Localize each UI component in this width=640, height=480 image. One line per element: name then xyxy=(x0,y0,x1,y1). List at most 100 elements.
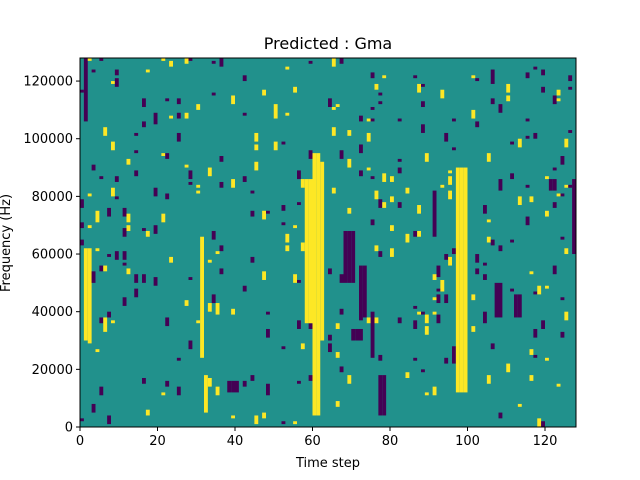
heatmap-cell xyxy=(281,205,286,211)
heatmap-cell xyxy=(463,167,468,393)
heatmap-cell xyxy=(436,294,441,304)
heatmap-cell xyxy=(126,268,131,275)
heatmap-cell xyxy=(114,176,119,182)
heatmap-cell xyxy=(107,254,111,257)
heatmap-cell xyxy=(207,259,212,263)
heatmap-cell xyxy=(452,248,456,255)
heatmap-cell xyxy=(153,277,158,286)
heatmap-cell xyxy=(107,207,111,217)
heatmap-cell xyxy=(80,418,84,422)
heatmap-cell xyxy=(432,297,437,301)
heatmap-cell xyxy=(266,383,270,396)
heatmap-cell xyxy=(219,245,224,252)
heatmap-cell xyxy=(537,285,542,295)
heatmap-cell xyxy=(421,369,425,373)
heatmap-cell xyxy=(475,268,480,275)
heatmap-cell xyxy=(382,202,387,208)
heatmap-cell xyxy=(308,60,313,64)
heatmap-cell xyxy=(370,311,375,358)
heatmap-cell xyxy=(541,69,545,76)
heatmap-cell xyxy=(285,112,290,116)
heatmap-cell xyxy=(196,190,201,194)
heatmap-cell xyxy=(300,179,305,188)
heatmap-cell xyxy=(293,225,297,229)
heatmap-cell xyxy=(556,89,561,96)
heatmap-cell xyxy=(331,127,336,136)
heatmap-cell xyxy=(184,300,189,306)
heatmap-cell xyxy=(351,230,356,283)
heatmap-cell xyxy=(95,349,100,353)
heatmap-plot-area xyxy=(80,58,576,427)
heatmap-cell xyxy=(235,380,239,393)
heatmap-cell xyxy=(134,288,139,298)
heatmap-cell xyxy=(95,210,100,223)
heatmap-cell xyxy=(525,72,530,79)
heatmap-cell xyxy=(533,132,538,139)
heatmap-cell xyxy=(374,245,379,252)
heatmap-cell xyxy=(231,380,235,393)
heatmap-cell xyxy=(440,89,445,99)
heatmap-cell xyxy=(176,112,181,119)
heatmap-cell xyxy=(207,167,212,177)
heatmap-cell xyxy=(413,230,418,237)
heatmap-cell xyxy=(262,412,266,419)
heatmap-cell xyxy=(510,288,514,292)
heatmap-cell xyxy=(281,141,286,145)
heatmap-cell xyxy=(440,279,445,292)
y-tick-label: 100000 xyxy=(23,132,73,147)
heatmap-cell xyxy=(293,86,297,93)
heatmap-cell xyxy=(204,375,208,413)
heatmap-cell xyxy=(432,386,437,396)
heatmap-cell xyxy=(91,271,96,283)
heatmap-cell xyxy=(122,228,127,237)
heatmap-cell xyxy=(529,349,534,355)
y-axis-label: Frequency (Hz) xyxy=(0,194,14,292)
heatmap-cell xyxy=(498,412,503,419)
heatmap-cell xyxy=(359,328,363,341)
heatmap-cell xyxy=(556,383,561,387)
heatmap-cell xyxy=(331,58,336,67)
heatmap-cell xyxy=(366,167,371,171)
heatmap-cell xyxy=(483,274,487,280)
heatmap-cell xyxy=(486,236,491,243)
heatmap-cell xyxy=(176,357,181,361)
heatmap-cell xyxy=(165,153,170,159)
heatmap-cell xyxy=(304,179,309,324)
heatmap-cell xyxy=(293,421,297,425)
heatmap-cell xyxy=(525,184,530,188)
heatmap-cell xyxy=(390,196,394,203)
heatmap-cell xyxy=(370,118,375,122)
heatmap-cell xyxy=(374,190,379,200)
heatmap-cell xyxy=(556,193,561,197)
heatmap-cell xyxy=(421,311,425,315)
heatmap-cell xyxy=(378,92,383,96)
heatmap-cell xyxy=(99,176,104,180)
heatmap-cell xyxy=(273,141,278,151)
heatmap-cell xyxy=(161,213,166,223)
heatmap-cell xyxy=(297,279,301,283)
heatmap-cell xyxy=(169,256,173,263)
heatmap-cell xyxy=(359,265,363,321)
heatmap-cell xyxy=(122,251,127,260)
x-tick-label: 60 xyxy=(304,434,321,449)
heatmap-cell xyxy=(483,205,487,214)
heatmap-cell xyxy=(153,112,158,125)
heatmap-cell xyxy=(134,274,139,283)
heatmap-cell xyxy=(122,297,127,306)
heatmap-cell xyxy=(525,118,530,122)
heatmap-cell xyxy=(390,225,394,231)
heatmap-cell xyxy=(300,242,305,252)
heatmap-cell xyxy=(161,58,166,61)
heatmap-cell xyxy=(517,294,522,318)
heatmap-cell xyxy=(486,375,491,384)
heatmap-cell xyxy=(339,308,344,315)
heatmap-cell xyxy=(126,225,131,231)
heatmap-cell xyxy=(331,187,336,194)
heatmap-cell xyxy=(541,320,545,329)
heatmap-cell xyxy=(552,167,557,171)
heatmap-cell xyxy=(145,230,150,237)
heatmap-cell xyxy=(254,144,259,151)
heatmap-cell xyxy=(145,409,150,416)
heatmap-cell xyxy=(335,323,340,329)
